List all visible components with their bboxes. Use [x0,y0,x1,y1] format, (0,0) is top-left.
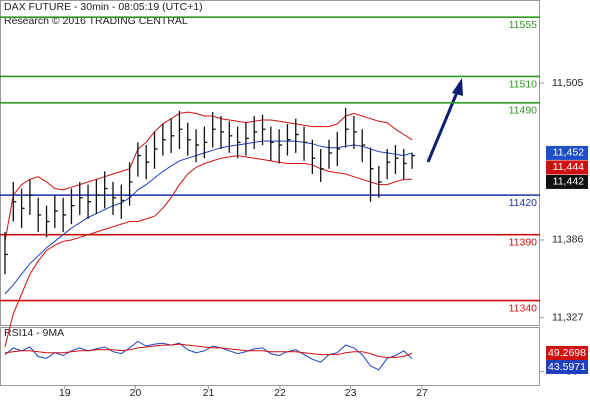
x-tick-label: 27 [416,387,428,399]
rsi-badge [546,346,588,360]
x-tick-label: 21 [203,387,215,399]
level-label: 11490 [509,105,538,117]
price-badge-label: 11,452 [553,147,584,159]
y-tick-label: 11,327 [552,312,583,324]
rsi-title: RSI14 - 9MA [4,327,64,339]
rsi-badge-label: 43.5971 [548,361,586,373]
x-tick-label: 22 [274,387,286,399]
indicator-line [4,140,413,295]
y-tick-label: 11,386 [552,234,583,246]
level-label: 11555 [509,19,538,31]
chart-title: DAX FUTURE - 30min - 08:05:19 (UTC+1) [4,1,203,13]
y-tick-label: 11,505 [552,77,583,89]
price-badge-label: 11,442 [553,176,584,188]
rsi-line [4,343,413,358]
rsi-panel [0,327,540,386]
price-badge [546,174,588,189]
level-label: 11340 [509,302,538,314]
price-badge [546,145,588,160]
price-badge [546,160,588,175]
x-tick-label: 20 [130,387,142,399]
price-badge-label: 11,444 [553,161,584,173]
rsi-badge [546,360,588,374]
level-label: 11420 [509,197,538,209]
x-tick-label: 23 [345,387,357,399]
level-label: 11510 [509,78,538,90]
x-tick-label: 19 [59,387,71,399]
indicator-line [4,155,413,347]
indicator-line [4,111,413,242]
arrow [426,78,463,163]
rsi-badge-label: 49.2698 [548,347,586,359]
rsi-line [4,340,413,371]
level-label: 11390 [509,236,538,248]
price-panel [0,0,540,326]
